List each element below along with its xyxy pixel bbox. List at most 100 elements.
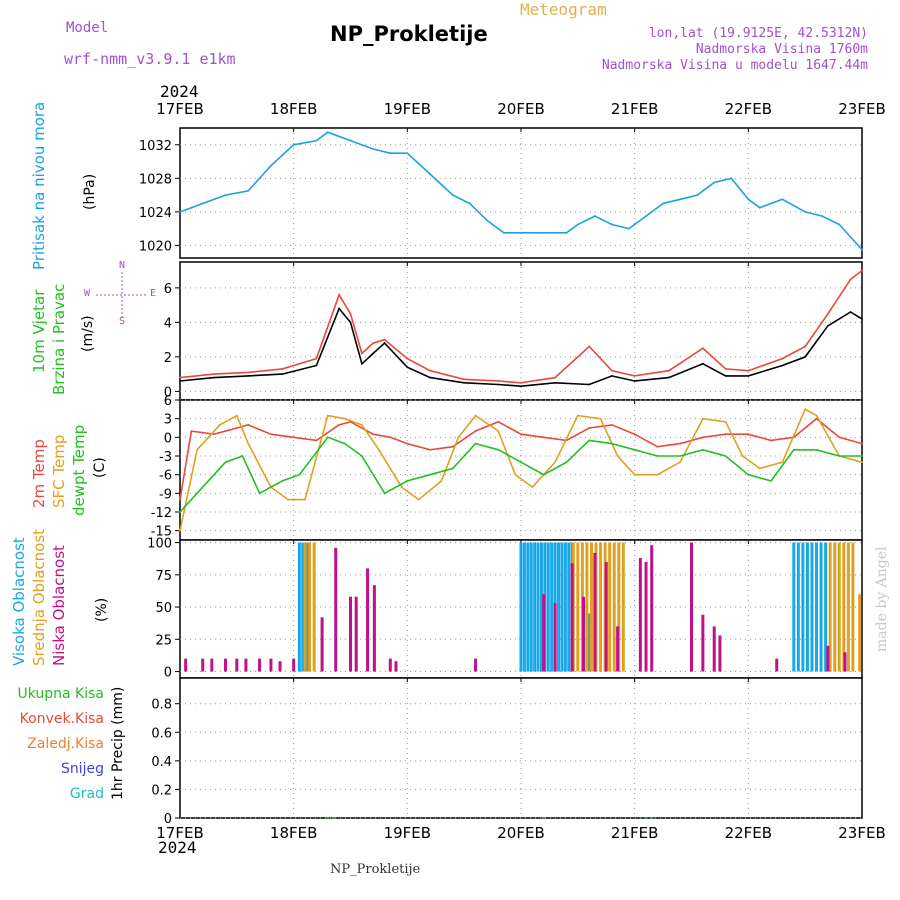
wind-ytick-label: 0	[164, 385, 172, 400]
pressure-point	[372, 148, 375, 150]
clouds-bar	[792, 542, 796, 672]
pressure-point	[821, 215, 824, 217]
clouds-bar	[354, 596, 358, 672]
precip-ytick-label: 0.2	[151, 783, 172, 798]
wind-point	[383, 338, 386, 341]
precip-label-freezing: Zaledj.Kisa	[27, 736, 104, 752]
temperature-point	[474, 442, 477, 445]
coords-label: lon,lat (19.9125E, 42.5312N)	[648, 26, 868, 41]
x-tick-label-bottom: 20FEB	[497, 824, 544, 842]
temperature-point	[440, 479, 443, 482]
pressure-point	[503, 231, 505, 234]
temperature-point	[599, 417, 602, 420]
clouds-bar	[843, 652, 847, 672]
temperature-point	[724, 420, 727, 423]
clouds-bar	[851, 542, 855, 672]
wind-point	[611, 374, 613, 377]
pressure-point	[468, 202, 471, 205]
pressure-point	[201, 202, 204, 205]
clouds-ytick-label: 0	[164, 666, 172, 681]
temperature-point	[360, 455, 363, 457]
clouds-bar	[824, 542, 828, 672]
wind-point	[520, 385, 522, 388]
pressure-point	[270, 164, 272, 167]
temperature-point	[747, 433, 750, 436]
temperature-point	[451, 467, 454, 470]
precip-label-hail: Grad	[69, 786, 104, 802]
clouds-bar	[570, 563, 574, 672]
x-tick-label-bottom: 22FEB	[725, 824, 772, 842]
wind-point	[349, 312, 352, 315]
clouds-ytick-label: 25	[155, 633, 172, 648]
wind-point	[724, 368, 727, 370]
x-tick-label-top: 22FEB	[725, 100, 772, 118]
clouds-bar	[269, 658, 273, 672]
precip-ytick-label: 0.6	[151, 726, 172, 741]
clouds-bar	[349, 596, 352, 672]
precip-label-convective: Konvek.Kisa	[19, 711, 104, 727]
wind-point	[861, 269, 863, 272]
pressure-series-0	[179, 131, 863, 251]
precip-bar	[644, 817, 648, 819]
temperature-point	[179, 498, 181, 501]
temperature-point	[326, 436, 329, 439]
wind-point	[849, 278, 852, 281]
temperature-point	[656, 445, 659, 448]
temperature-point	[372, 433, 375, 436]
clouds-bar	[585, 542, 589, 672]
temperature-point	[179, 511, 181, 513]
clouds-bar	[837, 542, 841, 672]
year-bottom: 2024	[158, 838, 197, 857]
temperature-point	[417, 498, 420, 501]
x-tick-label-top: 23FEB	[838, 100, 885, 118]
clouds-bar	[587, 613, 591, 672]
pressure-point	[247, 190, 250, 192]
wind-point	[781, 364, 784, 367]
temperature-point	[815, 448, 818, 451]
wind-point	[747, 369, 750, 372]
temperature-point	[378, 448, 380, 451]
wind-point	[349, 321, 352, 324]
temperature-point	[701, 417, 704, 420]
page-title: NP_Prokletije	[330, 22, 488, 46]
x-tick-label-top: 21FEB	[611, 100, 658, 118]
temperature-point	[679, 461, 682, 464]
clouds-bar	[796, 542, 800, 672]
pressure-point	[576, 223, 579, 226]
clouds-bar	[563, 542, 567, 672]
temperature-ytick-label: 6	[164, 394, 172, 409]
clouds-bar	[608, 542, 612, 672]
temperature-point	[815, 414, 818, 417]
wind-point	[497, 383, 500, 386]
wind-point	[701, 362, 704, 365]
temperature-point	[565, 461, 568, 464]
temperature-point	[389, 436, 392, 439]
wind-point	[667, 376, 670, 379]
clouds-bar	[842, 542, 846, 672]
clouds-panel	[175, 539, 863, 679]
x-tick-label-bottom: 17FEB	[156, 824, 203, 842]
temperature-point	[218, 423, 221, 426]
pressure-ytick-label: 1028	[139, 172, 172, 187]
clouds-bar	[712, 626, 716, 672]
wind-panel	[175, 261, 863, 401]
pressure-point	[593, 215, 596, 217]
temperature-point	[792, 448, 795, 451]
wind-point	[179, 380, 181, 382]
pressure-point	[730, 177, 733, 180]
pressure-point	[713, 181, 716, 184]
clouds-bar	[184, 658, 188, 672]
wind-point	[611, 369, 613, 372]
temperature-point	[315, 439, 318, 442]
clouds-bar	[801, 542, 805, 672]
temperature-point	[406, 479, 409, 482]
temperature-ytick-label: -6	[159, 469, 172, 484]
precip-label-snow: Snijeg	[60, 761, 104, 777]
temperature-point	[633, 473, 636, 476]
wind-point	[360, 362, 363, 365]
pressure-ytick-label: 1020	[139, 239, 172, 254]
temperature-point	[287, 498, 289, 501]
pressure-point	[838, 223, 841, 226]
wind-point	[213, 376, 216, 379]
